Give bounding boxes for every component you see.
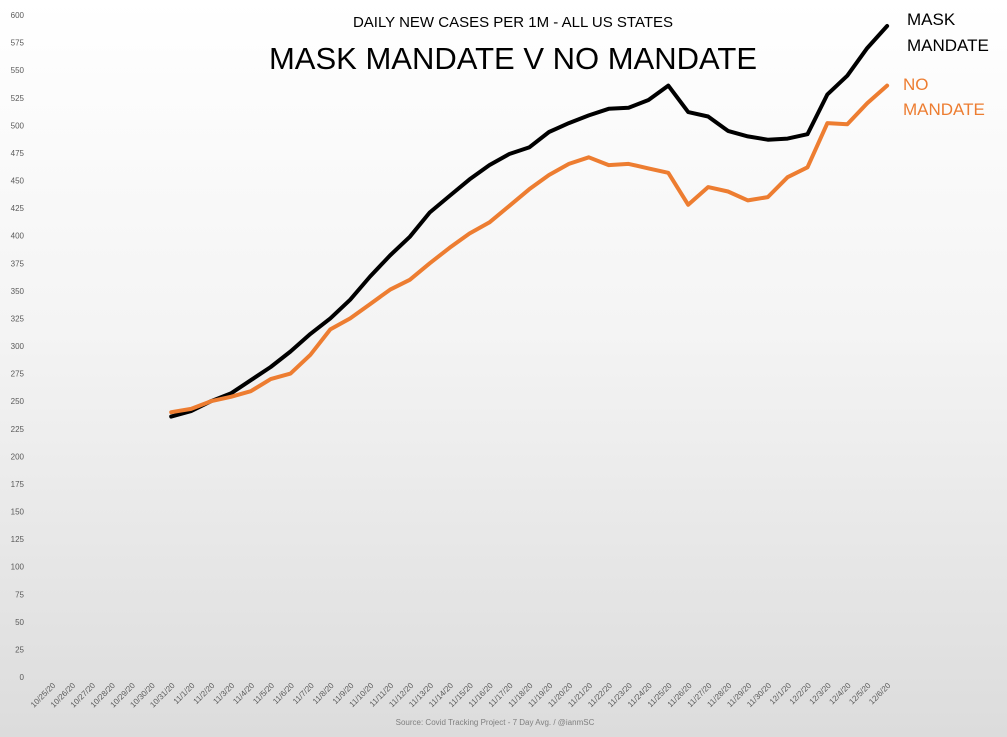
y-tick-label: 300 (11, 342, 25, 351)
y-tick-label: 425 (11, 204, 25, 213)
y-tick-label: 25 (15, 645, 24, 654)
y-tick-label: 325 (11, 314, 25, 323)
y-tick-label: 525 (11, 94, 25, 103)
y-tick-label: 75 (15, 590, 24, 599)
y-tick-label: 200 (11, 452, 25, 461)
y-tick-label: 350 (11, 287, 25, 296)
x-axis: 10/25/2010/26/2010/27/2010/28/2010/29/20… (29, 681, 893, 710)
y-tick-label: 150 (11, 508, 25, 517)
y-tick-label: 400 (11, 232, 25, 241)
legend-no-mandate: NO MANDATE (903, 75, 985, 119)
y-tick-label: 600 (11, 11, 25, 20)
series-layer (169, 24, 890, 419)
y-tick-label: 575 (11, 39, 25, 48)
source-note: Source: Covid Tracking Project - 7 Day A… (396, 718, 595, 727)
y-tick-label: 450 (11, 177, 25, 186)
series-line-no-mandate (169, 83, 890, 415)
chart-title: MASK MANDATE V NO MANDATE (269, 41, 757, 76)
y-tick-label: 475 (11, 149, 25, 158)
y-tick-label: 375 (11, 259, 25, 268)
y-tick-label: 550 (11, 66, 25, 75)
y-tick-label: 0 (20, 673, 25, 682)
y-tick-label: 175 (11, 480, 25, 489)
legend-mask-line-2: MANDATE (907, 36, 989, 55)
legend-no-line-2: MANDATE (903, 100, 985, 119)
y-tick-label: 125 (11, 535, 25, 544)
chart-subtitle: DAILY NEW CASES PER 1M - ALL US STATES (353, 14, 673, 31)
legend-mask-line-1: MASK (907, 10, 956, 29)
series-line-mask-mandate (169, 24, 890, 419)
legend-no-line-1: NO (903, 75, 929, 94)
y-tick-label: 250 (11, 397, 25, 406)
y-tick-label: 500 (11, 121, 25, 130)
x-tick-label: 12/6/20 (867, 681, 893, 707)
y-tick-label: 50 (15, 618, 24, 627)
legend-mask-mandate: MASK MANDATE (907, 10, 989, 55)
y-tick-label: 275 (11, 370, 25, 379)
y-tick-label: 100 (11, 563, 25, 572)
y-axis: 0 25 50 75 100 125 150 175 200 225 250 275 300 325 350… (11, 11, 25, 682)
y-tick-label: 225 (11, 425, 25, 434)
